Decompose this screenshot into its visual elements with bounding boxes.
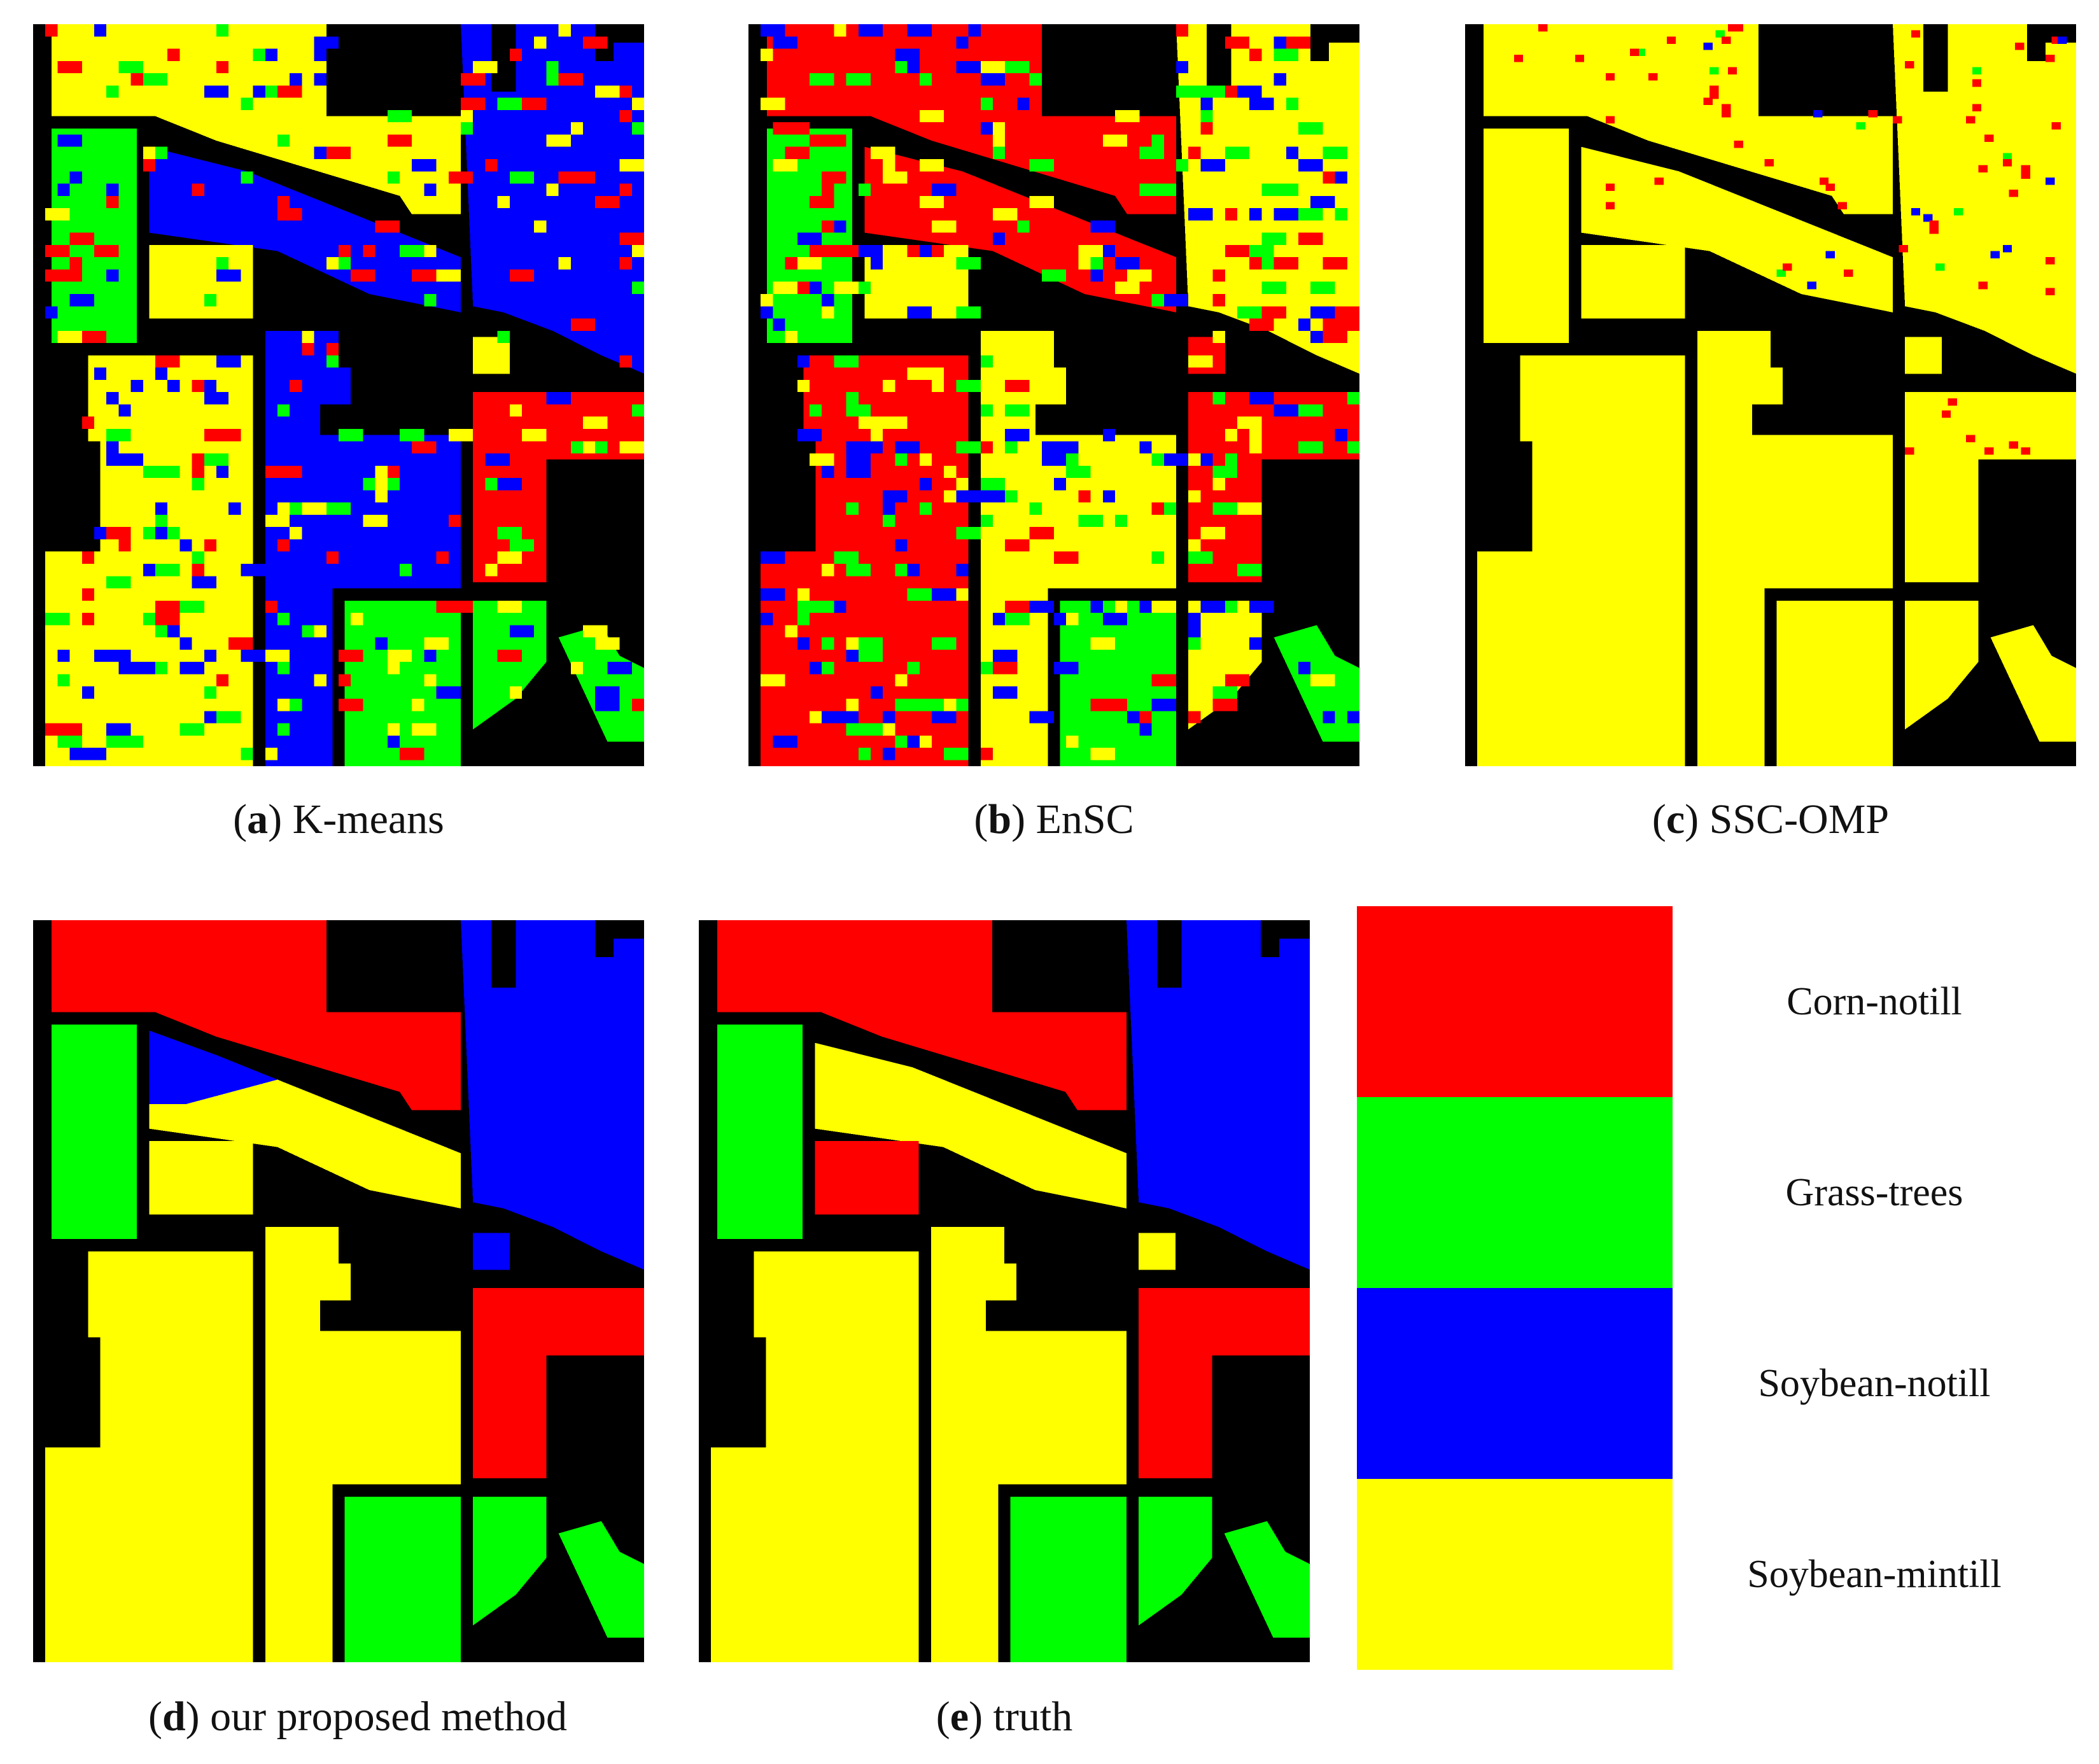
field-south-small <box>344 600 461 766</box>
field-misclassified-strip <box>149 1030 277 1105</box>
field-south-w <box>45 1251 253 1662</box>
legend-swatch-grass-trees <box>1357 1097 1673 1288</box>
field-east-small <box>473 337 510 374</box>
panel-a-kmeans-svg <box>33 24 644 766</box>
field-east-mid <box>473 1288 644 1478</box>
legend-swatch-soybean-mintill <box>1357 1479 1673 1670</box>
panel-b-ensc-map <box>748 24 1359 766</box>
field-north-left <box>51 24 461 214</box>
speckle-noise <box>1513 24 2067 455</box>
field-south-c <box>930 1226 1127 1662</box>
legend-label-corn-notill: Corn-notill <box>1787 980 1962 1023</box>
speckle-noise <box>45 24 644 760</box>
field-north-left <box>717 920 1127 1110</box>
field-east-s-e1 <box>1905 600 1979 730</box>
field-north-left <box>766 24 1176 214</box>
panel-c-caption: (c) SSC-OMP <box>1652 796 1890 843</box>
field-east-s-e2 <box>1990 625 2076 742</box>
class-legend: Corn-notill Grass-trees Soybean-notill S… <box>1357 906 2076 1670</box>
field-center-w <box>815 1140 919 1215</box>
panel-e-caption: (e) truth <box>936 1693 1073 1740</box>
field-south-c <box>265 1226 461 1662</box>
legend-label-grass-trees: Grass-trees <box>1785 1171 1963 1214</box>
field-east-s-e1 <box>1139 1496 1212 1626</box>
field-east-mid <box>1139 1288 1310 1478</box>
field-center-n-e <box>149 146 461 312</box>
legend-swatch-soybean-notill <box>1357 1288 1673 1479</box>
field-east-small <box>1139 1233 1176 1270</box>
field-east-small <box>1905 337 1942 374</box>
legend-swatch-corn-notill <box>1357 906 1673 1097</box>
speckle-noise <box>761 24 1359 760</box>
field-center-w <box>149 1140 253 1215</box>
field-south-w <box>1477 355 1685 766</box>
field-north-east <box>461 24 644 374</box>
field-south-c <box>980 330 1176 766</box>
field-south-small <box>1010 1496 1127 1662</box>
panel-a-kmeans-map <box>33 24 644 766</box>
field-east-s-e1 <box>1188 600 1262 730</box>
panel-b-caption: (b) EnSC <box>974 796 1134 843</box>
panel-c-ssc-omp-svg <box>1465 24 2076 766</box>
field-center-n-e <box>1581 146 1893 312</box>
panel-d-proposed-svg <box>33 920 644 1662</box>
panel-e-truth-map <box>699 920 1310 1662</box>
field-east-s-e2 <box>558 1521 644 1638</box>
field-center-n-e <box>815 1042 1127 1208</box>
field-south-small <box>344 1496 461 1662</box>
field-east-s-e1 <box>473 1496 547 1626</box>
field-west-green <box>51 1024 137 1240</box>
field-west-green <box>717 1024 803 1240</box>
field-north-east <box>1893 24 2076 374</box>
panel-b-ensc-svg <box>748 24 1359 766</box>
legend-label-soybean-mintill: Soybean-mintill <box>1747 1553 2002 1596</box>
field-south-c <box>1697 330 1893 766</box>
field-west-green <box>1483 128 1569 344</box>
field-center-w <box>864 244 969 319</box>
field-east-mid <box>1905 392 2076 582</box>
field-north-east <box>1127 920 1310 1270</box>
field-south-small <box>1776 600 1893 766</box>
panel-e-truth-svg <box>699 920 1310 1662</box>
field-south-w <box>711 1251 919 1662</box>
field-east-s-e2 <box>1224 1521 1310 1638</box>
field-north-left <box>1483 24 1893 214</box>
legend-label-soybean-notill: Soybean-notill <box>1758 1362 1991 1405</box>
field-east-s-e2 <box>558 625 644 742</box>
panel-a-caption: (a) K-means <box>233 796 444 843</box>
field-east-small <box>473 1233 510 1270</box>
panel-d-proposed-map <box>33 920 644 1662</box>
field-north-left <box>51 920 461 1110</box>
field-north-east <box>461 920 644 1270</box>
panel-d-caption: (d) our proposed method <box>148 1693 568 1740</box>
field-center-w <box>1581 244 1685 319</box>
panel-c-ssc-omp-map <box>1465 24 2076 766</box>
